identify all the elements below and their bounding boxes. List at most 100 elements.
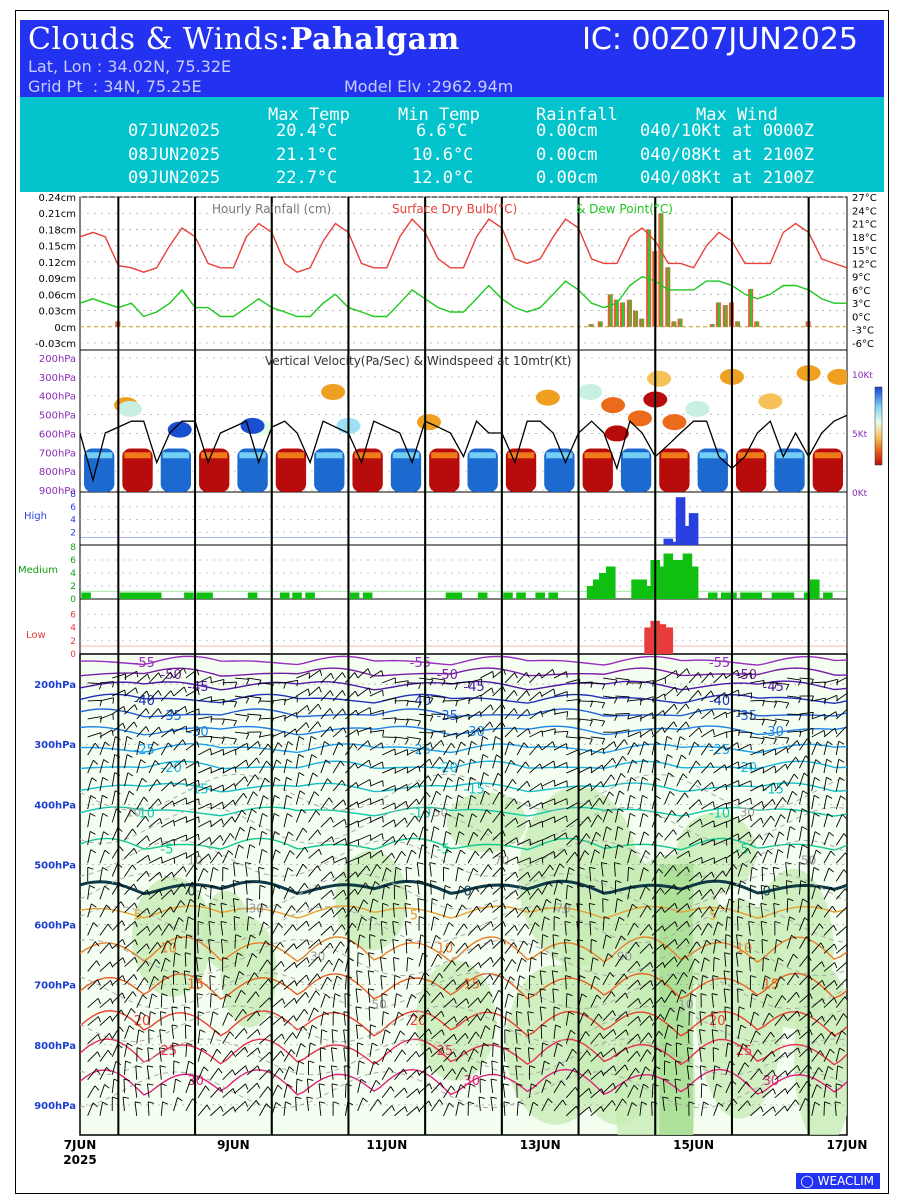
wind-barb (173, 686, 185, 697)
wind-barb-flag (473, 831, 479, 837)
wind-barb (344, 1065, 346, 1080)
wind-barb-flag (777, 849, 784, 854)
wind-barb (295, 827, 304, 841)
wind-barb (406, 994, 412, 1008)
wind-barb-flag (312, 772, 318, 777)
wind-barb (357, 707, 371, 715)
wind-barb-flag (564, 939, 571, 942)
wind-barb-flag (537, 888, 542, 894)
wind-barb-flag (263, 795, 269, 800)
wind-barb-flag (473, 1048, 479, 1054)
wind-barb (394, 1106, 406, 1117)
wind-barb-flag (650, 980, 654, 987)
wind-barb (124, 939, 136, 949)
isotherm-label: 5 (709, 909, 717, 924)
wind-barb-flag (833, 943, 838, 950)
wind-barb (723, 988, 727, 1003)
wind-barb (393, 957, 395, 972)
wind-barb-flag (417, 702, 422, 708)
cell-edge (431, 452, 458, 459)
wind-barb (565, 1030, 572, 1044)
wind-barb (234, 1101, 246, 1112)
wind-barb-flag (796, 1010, 801, 1017)
wind-barb (259, 921, 265, 936)
wind-barb-flag (757, 1049, 762, 1055)
wind-barb-flag (650, 962, 654, 968)
wind-barb (380, 921, 383, 936)
wind-barb (134, 1083, 138, 1098)
wind-barb (811, 923, 820, 936)
wind-barb-flag (674, 1078, 681, 1081)
wind-barb-flag (662, 944, 666, 951)
wind-barb-flag (516, 1011, 523, 1014)
wind-barb (639, 943, 651, 954)
wind-barb (283, 1101, 286, 1116)
wind-barb (87, 699, 102, 702)
wind-barb (664, 921, 676, 931)
wind-barb (627, 1067, 637, 1080)
wind-barb-flag (620, 773, 626, 778)
wind-barb (369, 670, 382, 679)
wind-barb-flag (439, 756, 444, 763)
wind-barb (639, 1032, 650, 1044)
wind-barb (590, 1032, 601, 1044)
wind-barb (701, 729, 714, 738)
wind-barb (602, 972, 611, 985)
wind-barb-flag (506, 1011, 512, 1015)
wind-barb (381, 1105, 393, 1117)
humidity-label: 10 (678, 998, 693, 1012)
wind-barb (836, 676, 847, 684)
wind-barb-flag (704, 957, 710, 962)
wind-barb-flag (671, 990, 677, 996)
wind-barb (147, 1047, 150, 1062)
wind-barb (639, 924, 650, 936)
date-label: 15JUN (673, 1138, 714, 1152)
isotherm-label: 30 (464, 1074, 481, 1089)
wind-barb (234, 759, 247, 769)
wind-barb (639, 741, 645, 756)
wind-barb (99, 795, 103, 810)
wind-barb (332, 741, 340, 756)
wind-barb (553, 691, 568, 697)
wind-barb (308, 669, 321, 679)
wind-barb-flag (255, 1100, 260, 1106)
wind-barb-flag (159, 890, 163, 897)
wind-barb-flag (625, 1047, 629, 1054)
wind-barb (283, 1049, 292, 1062)
wind-barb-flag (404, 1106, 408, 1113)
wind-barb (355, 1006, 359, 1021)
wind-barb (173, 725, 187, 733)
wind-barb (750, 766, 764, 774)
wind-barb (455, 795, 459, 810)
wind-barb-flag (532, 1101, 539, 1106)
wind-barb-flag (147, 1083, 154, 1086)
wind-barb-flag (208, 957, 215, 960)
wind-barb-flag (762, 680, 765, 687)
wind-barb-flag (441, 1029, 445, 1036)
wind-barb (87, 922, 94, 936)
wind-barb (516, 838, 531, 846)
wind-barb-flag (666, 1042, 672, 1047)
wind-barb (711, 993, 714, 1008)
wind-barb-flag (246, 898, 253, 901)
wind-barb-flag (618, 808, 624, 813)
wind-barb (148, 959, 157, 972)
wind-barb-flag (328, 797, 333, 803)
wind-barb-flag (237, 952, 243, 957)
wind-barb-flag (233, 720, 237, 727)
wind-barb (197, 820, 211, 828)
wind-barb (136, 925, 148, 936)
wind-barb (786, 826, 791, 841)
wind-barb-flag (815, 885, 821, 890)
wind-barb (823, 1101, 825, 1116)
wind-barb-flag (598, 1013, 603, 1019)
wind-barb (602, 809, 609, 823)
wind-barb-flag (840, 795, 846, 800)
wind-barb (246, 826, 251, 841)
wind-barb (222, 766, 236, 774)
wind-barb (639, 759, 644, 774)
wind-barb (541, 1042, 543, 1057)
wind-barb-flag (687, 1047, 694, 1050)
wind-barb-flag (843, 833, 847, 839)
